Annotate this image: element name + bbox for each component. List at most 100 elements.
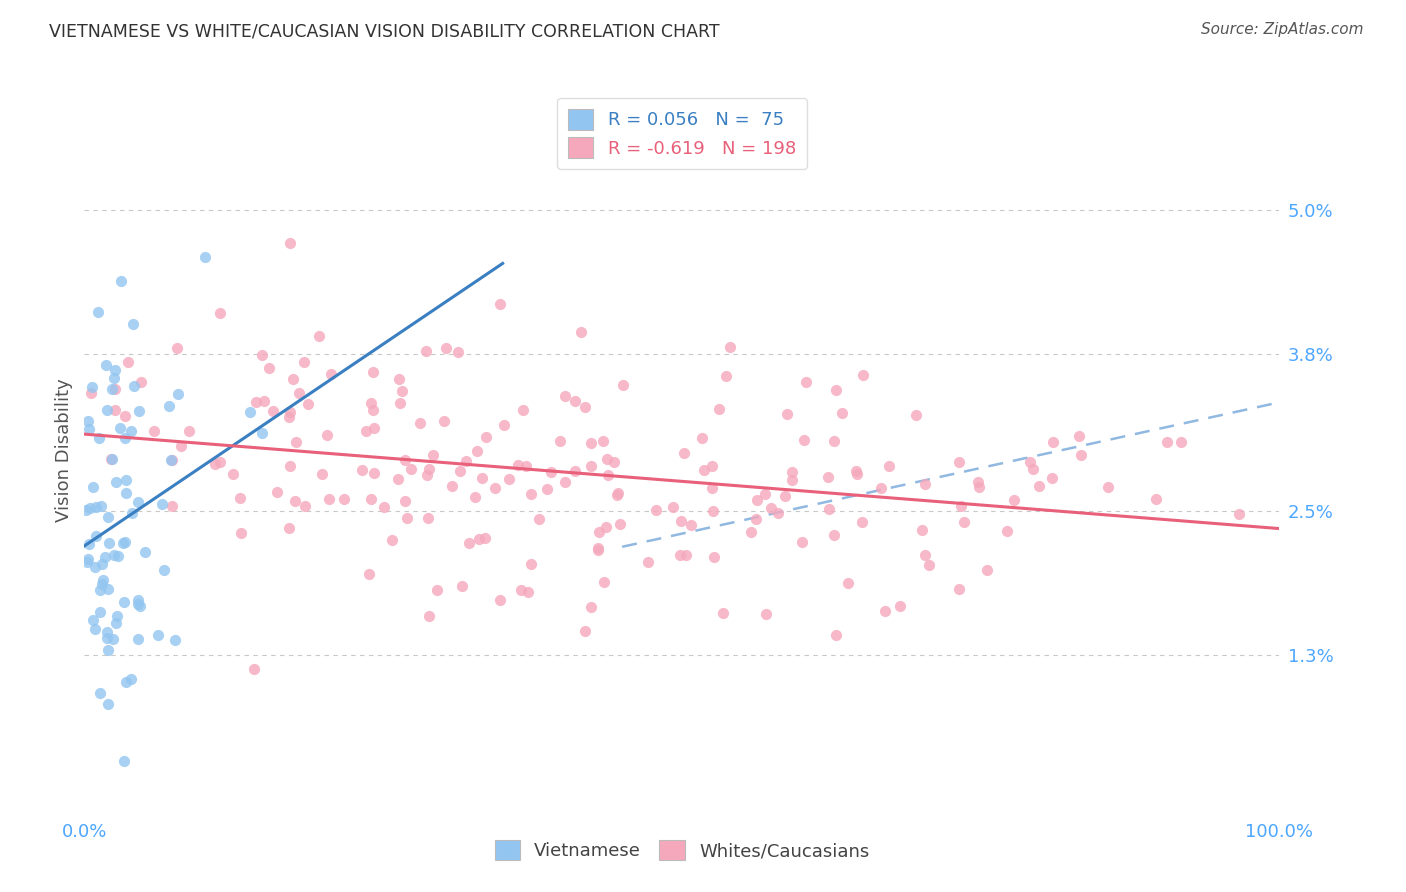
Point — [91, 573, 114, 587]
Point — [363, 467, 385, 481]
Point — [319, 367, 342, 381]
Point — [86, 529, 108, 543]
Point — [870, 481, 893, 495]
Point — [540, 466, 562, 480]
Point — [399, 462, 422, 476]
Point — [97, 582, 120, 596]
Point — [668, 548, 690, 562]
Point — [76, 556, 98, 570]
Point — [96, 625, 118, 640]
Point — [889, 599, 911, 613]
Point — [768, 506, 790, 520]
Point — [1170, 434, 1192, 449]
Point — [967, 480, 990, 494]
Point — [581, 599, 603, 614]
Point — [471, 470, 494, 484]
Point — [281, 372, 304, 386]
Point — [1227, 507, 1250, 521]
Point — [89, 686, 111, 700]
Point — [266, 485, 288, 500]
Point — [593, 574, 616, 589]
Point — [564, 464, 586, 478]
Point — [426, 582, 449, 597]
Point — [395, 511, 418, 525]
Point — [284, 494, 307, 508]
Point — [111, 536, 134, 550]
Point — [363, 421, 385, 435]
Point — [79, 385, 101, 400]
Point — [131, 375, 153, 389]
Point — [105, 615, 128, 630]
Point — [280, 405, 302, 419]
Point — [105, 475, 128, 489]
Point — [1042, 434, 1064, 449]
Point — [114, 409, 136, 423]
Point — [776, 407, 799, 421]
Point — [851, 515, 873, 529]
Point — [661, 500, 683, 514]
Point — [598, 468, 620, 483]
Point — [90, 557, 112, 571]
Point — [637, 556, 659, 570]
Point — [117, 355, 139, 369]
Point — [163, 632, 186, 647]
Point — [318, 492, 340, 507]
Point — [77, 552, 100, 566]
Point — [780, 473, 803, 487]
Point — [79, 537, 101, 551]
Point — [204, 457, 226, 471]
Point — [914, 548, 936, 562]
Point — [112, 595, 135, 609]
Point — [550, 434, 572, 448]
Point — [107, 549, 129, 564]
Point — [388, 372, 411, 386]
Point — [134, 545, 156, 559]
Point — [308, 328, 330, 343]
Point — [745, 512, 768, 526]
Point — [101, 382, 124, 396]
Point — [97, 510, 120, 524]
Point — [150, 497, 173, 511]
Point — [105, 609, 128, 624]
Point — [284, 434, 307, 449]
Point — [394, 452, 416, 467]
Point — [468, 532, 491, 546]
Point — [209, 455, 232, 469]
Point — [177, 424, 200, 438]
Point — [418, 608, 440, 623]
Point — [755, 607, 778, 621]
Point — [877, 458, 900, 473]
Point — [77, 414, 100, 428]
Point — [831, 407, 853, 421]
Point — [574, 624, 596, 638]
Point — [494, 418, 516, 433]
Point — [702, 458, 724, 473]
Point — [588, 525, 610, 540]
Point — [440, 479, 463, 493]
Point — [75, 502, 97, 516]
Point — [415, 343, 437, 358]
Point — [609, 516, 631, 531]
Point — [84, 622, 107, 636]
Point — [259, 360, 281, 375]
Point — [250, 426, 273, 441]
Point — [239, 405, 262, 419]
Point — [114, 535, 136, 549]
Point — [918, 558, 941, 572]
Point — [87, 304, 110, 318]
Point — [818, 501, 841, 516]
Point — [422, 448, 444, 462]
Point — [579, 436, 602, 450]
Point — [475, 430, 498, 444]
Point — [360, 492, 382, 507]
Point — [1019, 454, 1042, 468]
Point — [129, 599, 152, 613]
Point — [1067, 429, 1090, 443]
Point — [112, 754, 135, 768]
Point — [1040, 471, 1063, 485]
Point — [465, 443, 488, 458]
Point — [554, 475, 576, 489]
Point — [120, 672, 142, 686]
Point — [574, 400, 596, 414]
Point — [128, 404, 150, 418]
